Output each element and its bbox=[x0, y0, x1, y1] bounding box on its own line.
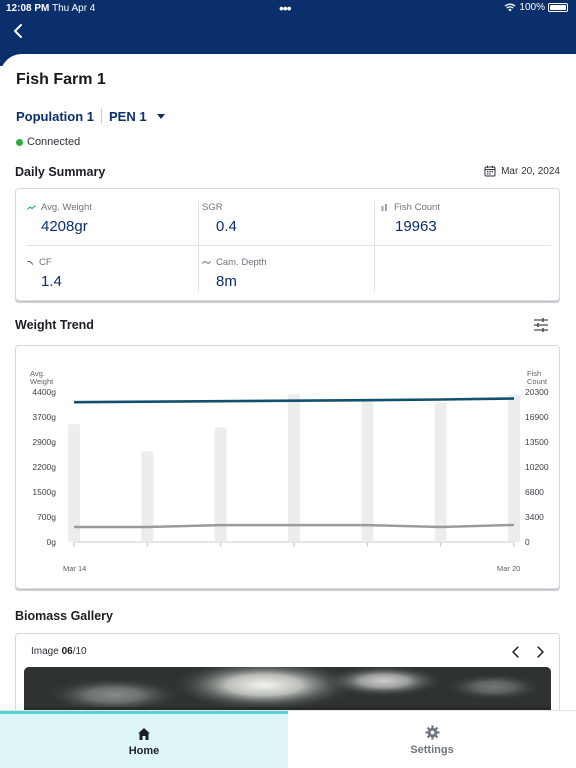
home-tab[interactable]: Home bbox=[0, 711, 288, 768]
left-tick-label: 700g bbox=[37, 512, 56, 522]
summary-date: Mar 20, 2024 bbox=[501, 165, 560, 177]
home-icon bbox=[138, 727, 150, 740]
settings-tab-label: Settings bbox=[410, 743, 454, 756]
x-end-label: Mar 20 bbox=[497, 564, 520, 573]
sliders-filter-icon[interactable] bbox=[531, 316, 551, 334]
cam-depth-metric: Cam. Depth 8m bbox=[202, 257, 267, 290]
fish-count-bar bbox=[68, 423, 80, 542]
wave-icon bbox=[202, 261, 211, 264]
status-time: 12:08 PM bbox=[6, 3, 50, 14]
daily-summary-title: Daily Summary bbox=[15, 165, 106, 179]
image-current: 06 bbox=[61, 646, 73, 657]
pen-dropdown-value: PEN 1 bbox=[109, 108, 147, 124]
date-picker-button[interactable]: Mar 20, 2024 bbox=[484, 165, 560, 177]
biomass-gallery-title: Biomass Gallery bbox=[15, 609, 113, 623]
left-tick-label: 2900g bbox=[32, 437, 56, 447]
sgr-metric: SGR 0.4 bbox=[202, 202, 237, 235]
avg-weight-value: 4208gr bbox=[41, 218, 88, 235]
fish-count-bar bbox=[141, 451, 154, 542]
settings-tab[interactable]: Settings bbox=[288, 711, 576, 768]
caret-down-icon bbox=[156, 113, 165, 119]
left-tick-label: 0g bbox=[47, 537, 57, 547]
right-axis-title-1: Fish bbox=[527, 369, 541, 378]
home-tab-label: Home bbox=[128, 744, 160, 757]
left-tick-label: 4400g bbox=[32, 387, 56, 397]
next-image-chevron-icon[interactable] bbox=[532, 644, 548, 660]
right-tick-label: 13500 bbox=[525, 437, 549, 447]
weight-trend-chart: Avg. Weight Fish Count 0g 700g 1500g 2200g 2… bbox=[30, 369, 549, 573]
fish-count-label: Fish Count bbox=[394, 202, 440, 213]
calendar-icon bbox=[484, 165, 496, 177]
image-counter: Image 06/10 bbox=[31, 646, 87, 657]
cf-metric: CF 1.4 bbox=[27, 257, 62, 290]
x-start-label: Mar 14 bbox=[63, 564, 86, 573]
back-chevron-icon[interactable] bbox=[8, 20, 30, 42]
cf-label: CF bbox=[39, 257, 52, 268]
right-tick-label: 10200 bbox=[525, 462, 549, 472]
left-axis-title-2: Weight bbox=[30, 377, 54, 386]
daily-summary-card: Avg. Weight 4208gr SGR 0.4 Fish Count 19… bbox=[15, 188, 560, 301]
previous-image-chevron-icon[interactable] bbox=[508, 644, 524, 660]
status-dot-icon bbox=[16, 138, 23, 146]
cf-value: 1.4 bbox=[41, 273, 62, 290]
left-tick-label: 1500g bbox=[32, 487, 56, 497]
left-axis-title-1: Avg. bbox=[30, 369, 45, 378]
battery-percent: 100% bbox=[519, 2, 545, 13]
right-axis-title-2: Count bbox=[527, 377, 548, 386]
fish-count-bar bbox=[361, 401, 374, 542]
right-tick-label: 3400 bbox=[525, 512, 544, 522]
weight-trend-icon bbox=[27, 204, 36, 210]
bar-chart-icon bbox=[381, 204, 387, 211]
image-label: Image bbox=[31, 646, 59, 657]
farm-title: Fish Farm 1 bbox=[16, 71, 106, 88]
cam-depth-label: Cam. Depth bbox=[216, 257, 267, 268]
weight-trend-title: Weight Trend bbox=[15, 318, 94, 332]
status-date: Thu Apr 4 bbox=[52, 3, 96, 14]
image-total: /10 bbox=[72, 646, 87, 657]
trend-line-2 bbox=[74, 523, 515, 529]
bottom-navigation: Home Settings bbox=[0, 710, 576, 768]
sgr-value: 0.4 bbox=[216, 218, 237, 235]
battery-icon bbox=[548, 3, 568, 12]
avg-weight-label: Avg. Weight bbox=[41, 202, 92, 213]
fish-count-bar bbox=[434, 402, 447, 542]
divider bbox=[101, 108, 102, 124]
fish-count-bar bbox=[214, 427, 227, 542]
right-tick-label: 20300 bbox=[525, 387, 549, 397]
status-bar: 12:08 PM Thu Apr 4 ••• 100% bbox=[0, 0, 576, 18]
fish-count-bar bbox=[288, 394, 300, 542]
left-tick-label: 3700g bbox=[32, 412, 56, 422]
cf-trend-icon bbox=[27, 260, 34, 265]
status-indicators: 100% bbox=[504, 2, 568, 13]
fish-count-metric: Fish Count 19963 bbox=[381, 202, 440, 235]
fish-count-value: 19963 bbox=[395, 218, 437, 235]
right-tick-label: 6800 bbox=[525, 487, 544, 497]
cam-depth-value: 8m bbox=[216, 273, 237, 290]
right-tick-label: 16900 bbox=[525, 412, 549, 422]
gear-icon bbox=[424, 724, 440, 740]
multitasking-dots-icon[interactable]: ••• bbox=[279, 0, 292, 16]
population-label[interactable]: Population 1 bbox=[16, 108, 94, 124]
avg-weight-metric: Avg. Weight 4208gr bbox=[27, 202, 92, 235]
population-selector-row: Population 1 PEN 1 bbox=[16, 107, 165, 125]
sgr-label: SGR bbox=[202, 202, 223, 213]
connection-status: Connected bbox=[16, 136, 80, 148]
weight-trend-card: Avg. Weight Fish Count 0g 700g 1500g 2200g 2… bbox=[15, 345, 560, 589]
connection-label: Connected bbox=[27, 136, 81, 148]
left-tick-label: 2200g bbox=[32, 462, 56, 472]
pen-dropdown[interactable]: PEN 1 bbox=[109, 109, 165, 124]
wifi-icon bbox=[504, 3, 516, 12]
fish-count-bar bbox=[508, 394, 520, 542]
avg-weight-line bbox=[73, 397, 515, 404]
right-tick-label: 0 bbox=[525, 537, 530, 547]
